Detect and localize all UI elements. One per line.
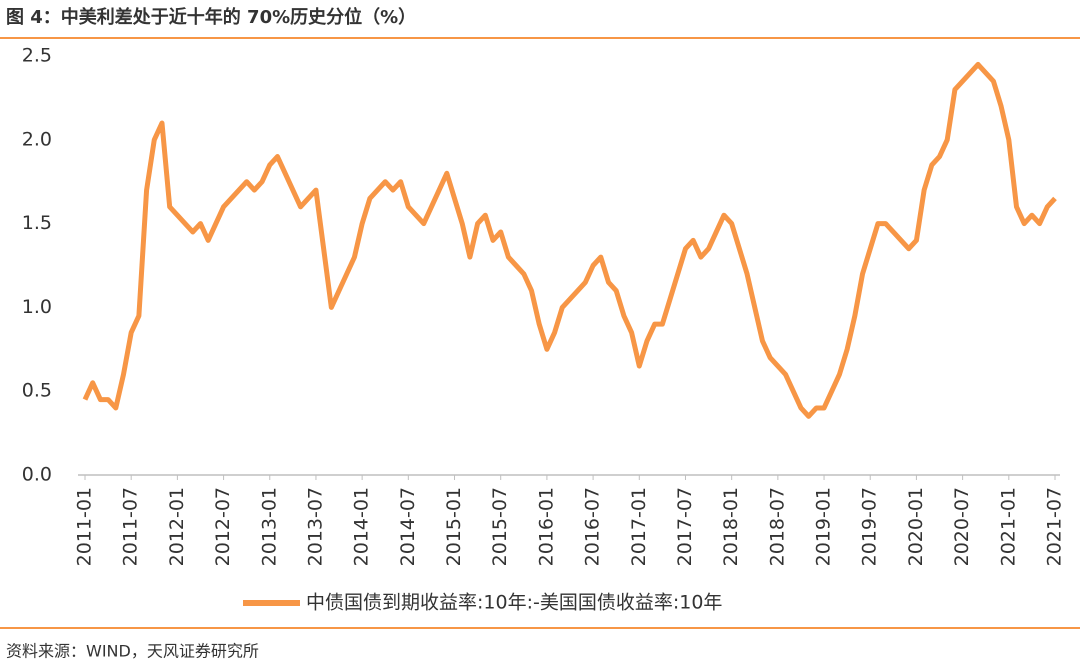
x-tick-label: 2011-07 <box>120 487 142 566</box>
y-tick-label: 2.5 <box>22 45 52 67</box>
x-tick-label: 2017-01 <box>628 487 650 566</box>
y-tick-label: 1.5 <box>22 212 52 234</box>
chart-title: 图 4：中美利差处于近十年的 70%历史分位（%） <box>6 6 416 28</box>
x-tick-label: 2013-07 <box>304 487 326 566</box>
x-tick-label: 2020-01 <box>905 487 927 566</box>
x-tick-label: 2021-01 <box>997 487 1019 566</box>
x-tick-label: 2019-01 <box>813 487 835 566</box>
x-tick-label: 2018-01 <box>720 487 742 566</box>
series-line <box>82 61 1057 419</box>
x-tick-label: 2014-07 <box>397 487 419 566</box>
x-tick-label: 2015-01 <box>443 487 465 566</box>
x-tick-label: 2017-07 <box>674 487 696 566</box>
x-tick-label: 2015-07 <box>489 487 511 566</box>
x-tick-label: 2016-01 <box>535 487 557 566</box>
y-tick-label: 2.0 <box>22 128 52 150</box>
legend-label: 中债国债到期收益率:10年:-美国国债收益率:10年 <box>306 592 722 614</box>
y-tick-label: 1.0 <box>22 296 52 318</box>
x-tick-label: 2018-07 <box>766 487 788 566</box>
x-tick-label: 2012-07 <box>212 487 234 566</box>
x-tick-label: 2014-01 <box>351 487 373 566</box>
y-tick-label: 0.5 <box>22 380 52 402</box>
source: 资料来源：WIND，天风证券研究所 <box>6 642 259 661</box>
x-tick-label: 2021-07 <box>1044 487 1066 566</box>
x-tick-label: 2013-01 <box>258 487 280 566</box>
x-tick-label: 2019-07 <box>859 487 881 566</box>
x-tick-label: 2016-07 <box>582 487 604 566</box>
x-tick-label: 2011-01 <box>74 487 96 566</box>
x-tick-label: 2020-07 <box>951 487 973 566</box>
x-tick-label: 2012-01 <box>166 487 188 566</box>
y-tick-label: 0.0 <box>22 464 52 486</box>
